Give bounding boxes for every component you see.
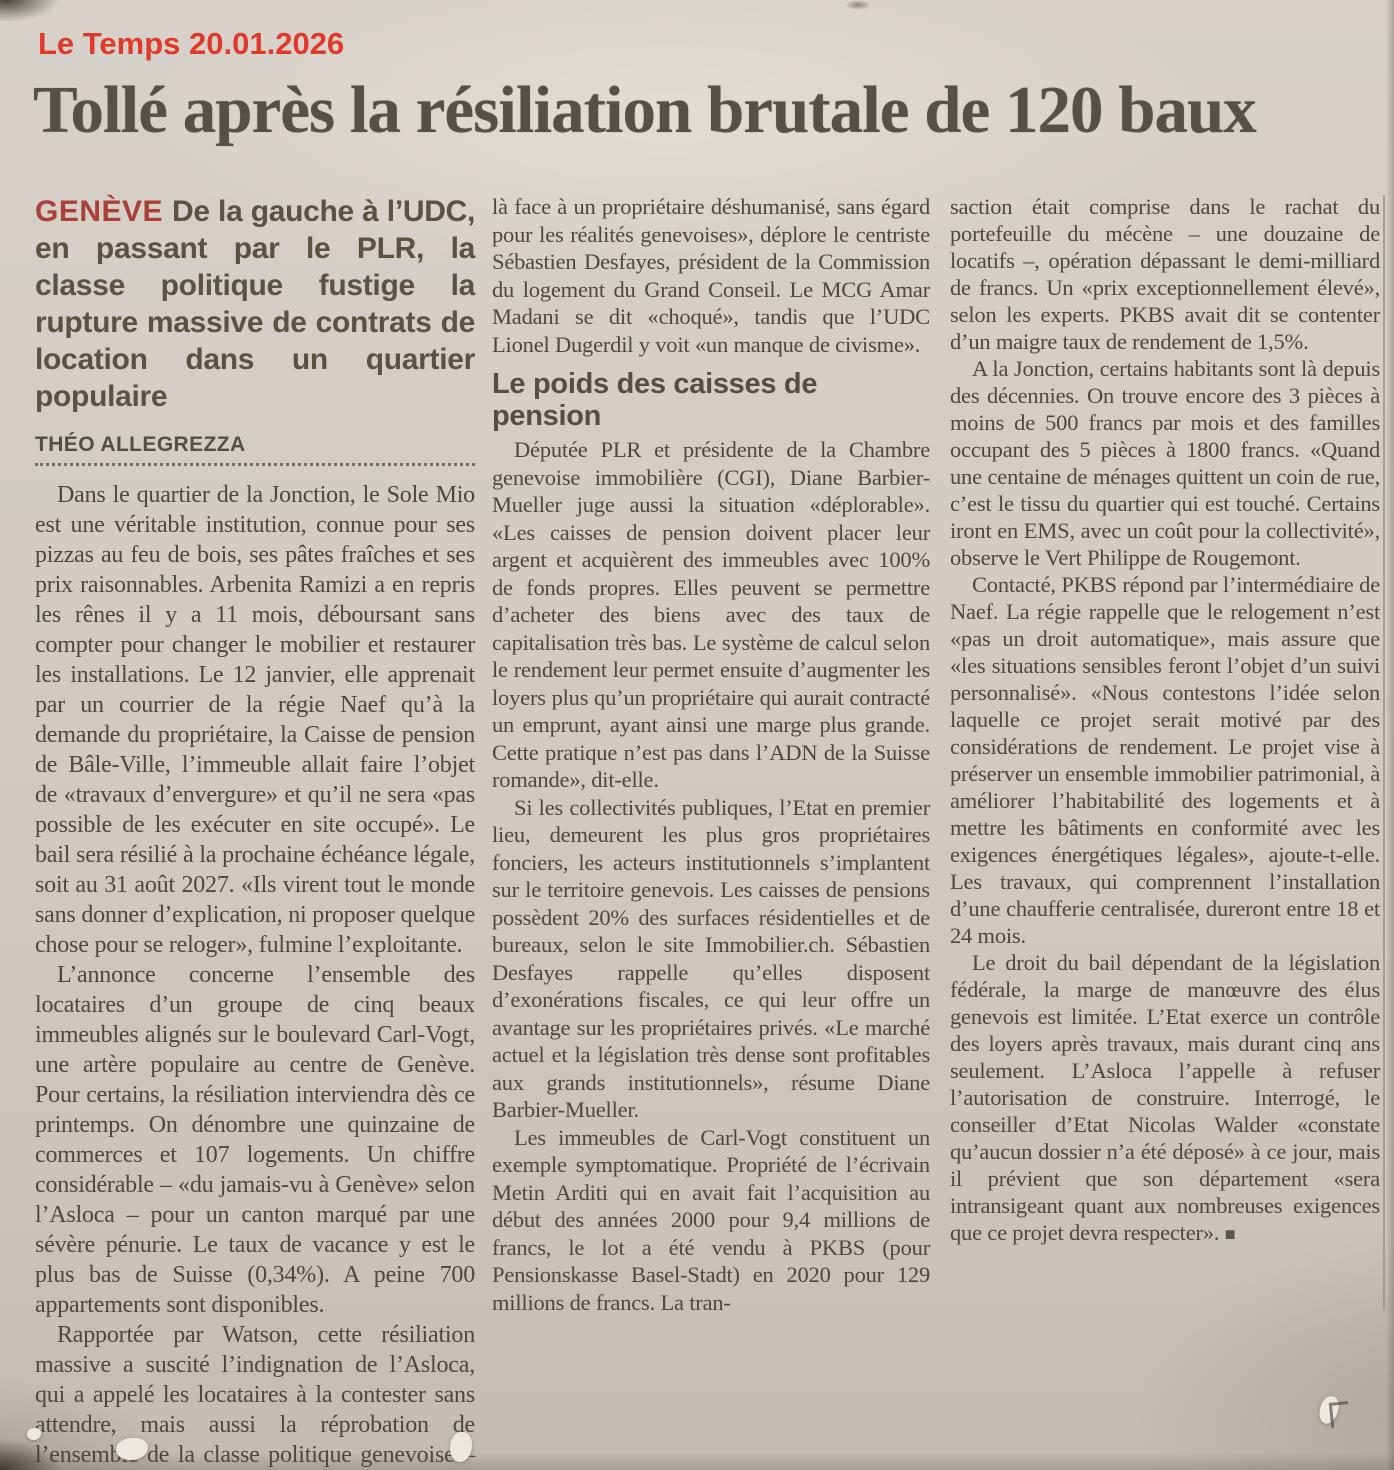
paragraph: Contacté, PKBS répond par l’intermédiair… xyxy=(950,572,1380,948)
paragraph: Les immeubles de Carl-Vogt constituent u… xyxy=(492,1124,930,1315)
date-annotation: Le Temps 20.01.2026 xyxy=(38,26,345,61)
paper-speck xyxy=(27,1428,41,1440)
paper-edge-shadow xyxy=(1386,0,1394,1470)
article-end-mark-icon: ■ xyxy=(1224,1224,1238,1244)
headline: Tollé après la résiliation brutale de 12… xyxy=(33,73,1257,147)
pen-mark xyxy=(1328,1401,1351,1428)
paragraph: Le droit du bail dépendant de la législa… xyxy=(950,949,1380,1248)
paper-speck xyxy=(450,1432,472,1462)
byline: THÉO ALLEGREZZA xyxy=(35,433,246,456)
paper-fold-shadow xyxy=(0,1452,1394,1470)
paper-smudge xyxy=(845,0,871,10)
section-subhead: Le poids des caisses de pension xyxy=(492,368,818,432)
byline-rule xyxy=(35,463,475,466)
paragraph: saction était comprise dans le rachat du… xyxy=(950,194,1380,354)
paragraph: A la Jonction, certains habitants sont l… xyxy=(950,356,1380,570)
lead-paragraph: GENÈVE De la gauche à l’UDC, en passant p… xyxy=(35,193,475,415)
paragraph: Rapportée par Watson, cette résiliation … xyxy=(35,1322,475,1468)
paper-smudge xyxy=(0,0,60,22)
column-3: saction était comprise dans le rachat du… xyxy=(950,193,1380,1248)
column-1: GENÈVE De la gauche à l’UDC, en passant p… xyxy=(35,193,475,1470)
lead-text: De la gauche à l’UDC, en passant par le … xyxy=(35,195,475,413)
paper-speck xyxy=(116,1438,148,1460)
column-2: là face à un propriétaire déshumanisé, s… xyxy=(492,193,930,1316)
paragraph-text: Le droit du bail dépendant de la législa… xyxy=(950,950,1380,1245)
paragraph: L’annonce concerne l’ensemble des locata… xyxy=(35,962,475,1318)
paper-fold-shadow xyxy=(0,1440,60,1470)
paragraph: là face à un propriétaire déshumanisé, s… xyxy=(492,194,930,357)
paragraph: Dans le quartier de la Jonction, le Sole… xyxy=(35,482,476,958)
paragraph: Députée PLR et présidente de la Chambre … xyxy=(492,437,930,792)
location-kicker: GENÈVE xyxy=(35,195,164,228)
column-rule xyxy=(1383,195,1385,1310)
paragraph: Si les collectivités publiques, l’Etat e… xyxy=(492,794,930,1123)
